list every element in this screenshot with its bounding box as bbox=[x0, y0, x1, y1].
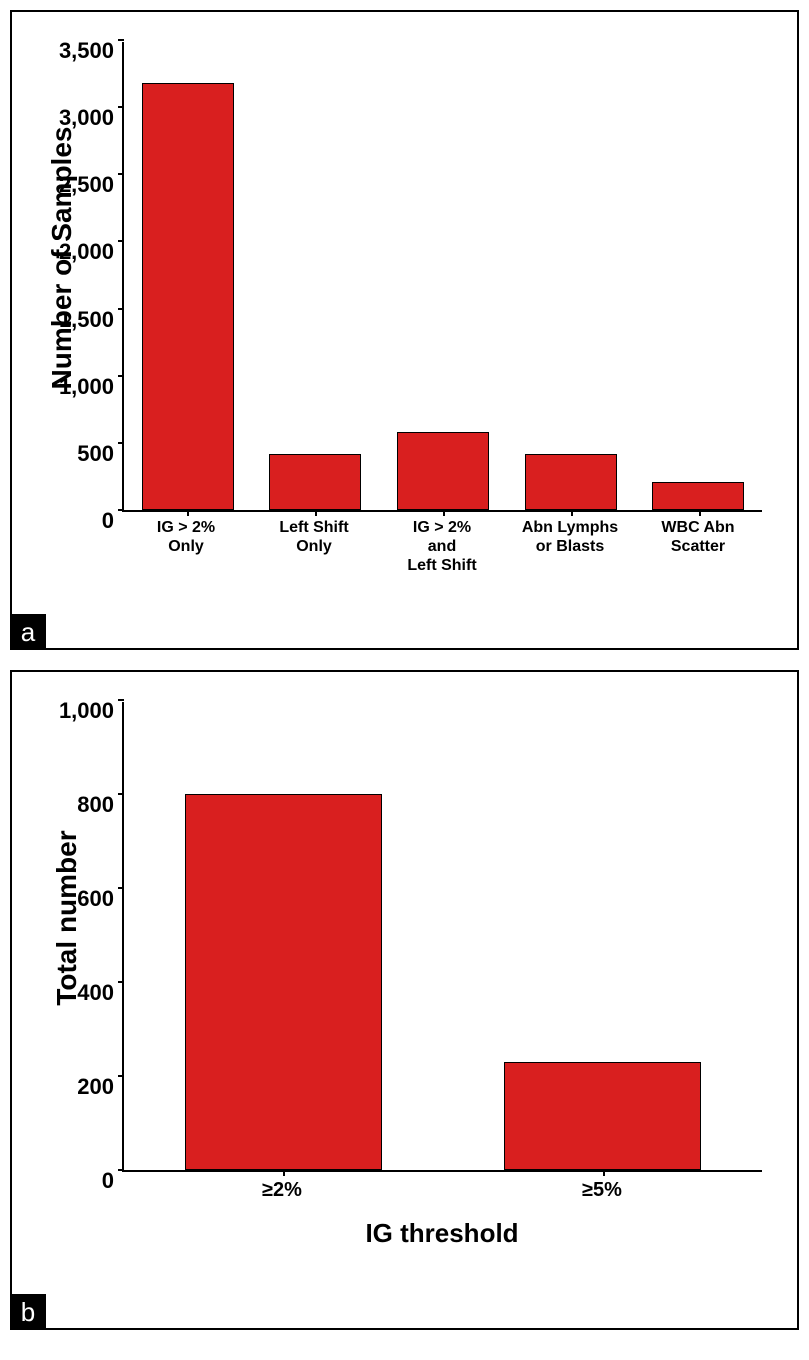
bar-slot bbox=[443, 702, 762, 1170]
x-tick-label: ≥2% bbox=[122, 1178, 442, 1202]
x-tick-label: Abn Lymphs or Blasts bbox=[506, 518, 634, 576]
y-tick-label: 3,500 bbox=[0, 38, 114, 64]
x-tick bbox=[571, 510, 573, 516]
panel-a: a Number of Samples 05001,0001,5002,0002… bbox=[10, 10, 799, 650]
x-tick bbox=[699, 510, 701, 516]
y-tick bbox=[118, 699, 124, 701]
panel-a-chart-area: 05001,0001,5002,0002,5003,0003,500 IG > … bbox=[122, 42, 767, 576]
x-tick-label: IG > 2% Only bbox=[122, 518, 250, 576]
x-tick-label: WBC Abn Scatter bbox=[634, 518, 762, 576]
x-tick bbox=[187, 510, 189, 516]
y-tick-label: 2,500 bbox=[0, 172, 114, 198]
bar-slot bbox=[252, 42, 380, 510]
y-tick-label: 0 bbox=[0, 1168, 114, 1194]
y-tick-label: 0 bbox=[0, 508, 114, 534]
y-tick-label: 1,000 bbox=[0, 374, 114, 400]
x-tick bbox=[603, 1170, 605, 1176]
panel-b-plot: 02004006008001,000 bbox=[122, 702, 762, 1172]
panel-a-bars bbox=[124, 42, 762, 510]
bar bbox=[269, 454, 361, 510]
x-tick-label: ≥5% bbox=[442, 1178, 762, 1202]
y-tick-label: 500 bbox=[0, 441, 114, 467]
bar bbox=[525, 454, 617, 510]
panel-b-x-axis-label: IG threshold bbox=[122, 1218, 762, 1249]
x-tick-label: Left Shift Only bbox=[250, 518, 378, 576]
panel-a-plot: 05001,0001,5002,0002,5003,0003,500 bbox=[122, 42, 762, 512]
y-tick-label: 1,000 bbox=[0, 698, 114, 724]
x-tick bbox=[283, 1170, 285, 1176]
y-tick-label: 800 bbox=[0, 792, 114, 818]
y-tick-label: 1,500 bbox=[0, 307, 114, 333]
panel-b-label: b bbox=[10, 1294, 46, 1330]
bar-slot bbox=[507, 42, 635, 510]
y-tick bbox=[118, 39, 124, 41]
panel-a-x-labels: IG > 2% OnlyLeft Shift OnlyIG > 2% and L… bbox=[122, 518, 762, 576]
panel-b-bars bbox=[124, 702, 762, 1170]
bar bbox=[504, 1062, 702, 1170]
x-tick bbox=[443, 510, 445, 516]
y-tick-label: 400 bbox=[0, 980, 114, 1006]
panel-a-label: a bbox=[10, 614, 46, 650]
x-tick bbox=[315, 510, 317, 516]
y-tick-label: 200 bbox=[0, 1074, 114, 1100]
panel-b-chart-area: 02004006008001,000 ≥2%≥5% IG threshold bbox=[122, 702, 767, 1249]
bar-slot bbox=[379, 42, 507, 510]
bar-slot bbox=[124, 42, 252, 510]
x-tick-label: IG > 2% and Left Shift bbox=[378, 518, 506, 576]
y-tick-label: 3,000 bbox=[0, 105, 114, 131]
bar bbox=[652, 482, 744, 510]
bar bbox=[142, 83, 234, 510]
panel-b: b Total number 02004006008001,000 ≥2%≥5%… bbox=[10, 670, 799, 1330]
bar bbox=[185, 794, 383, 1170]
bar-slot bbox=[124, 702, 443, 1170]
figure-container: a Number of Samples 05001,0001,5002,0002… bbox=[0, 0, 809, 1360]
bar bbox=[397, 432, 489, 510]
bar-slot bbox=[634, 42, 762, 510]
panel-b-x-labels: ≥2%≥5% bbox=[122, 1178, 762, 1202]
y-tick-label: 2,000 bbox=[0, 239, 114, 265]
y-tick-label: 600 bbox=[0, 886, 114, 912]
